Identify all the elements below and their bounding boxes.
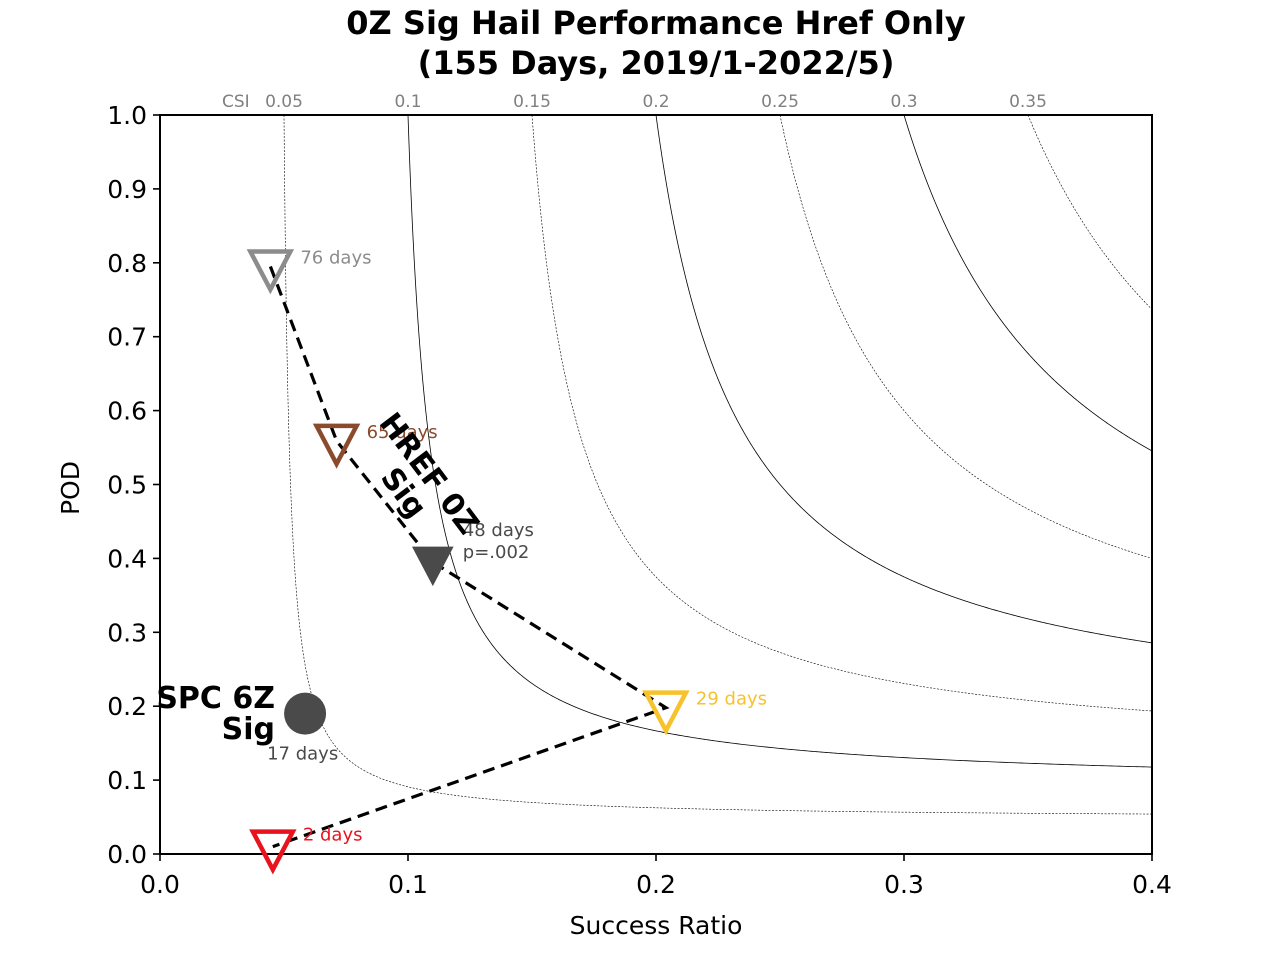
y-tick-label: 0.1: [107, 766, 147, 795]
csi-contour-0.2: [655, 115, 1152, 644]
csi-contour-0.25: [779, 115, 1152, 559]
chart-title-line-1: 0Z Sig Hail Performance Href Only: [346, 4, 966, 42]
csi-contour-0.3: [903, 115, 1152, 452]
y-tick-label: 1.0: [107, 101, 147, 130]
y-axis-label: POD: [56, 461, 85, 515]
csi-contour-0.15: [531, 115, 1152, 712]
point-label-5: 17 days: [267, 744, 338, 765]
csi-label-0.05: 0.05: [265, 92, 303, 112]
x-tick-label: 0.3: [884, 870, 924, 899]
csi-contour-0.35: [1027, 115, 1152, 310]
point-label-1: 65 days: [367, 422, 438, 443]
csi-label-0.3: 0.3: [890, 92, 917, 112]
csi-label-0.1: 0.1: [394, 92, 421, 112]
annotation-spc-line-2: Sig: [222, 712, 275, 747]
y-tick-label: 0.2: [107, 692, 147, 721]
csi-prefix-label: CSI: [222, 92, 250, 112]
chart-title-line-2: (155 Days, 2019/1-2022/5): [418, 44, 895, 82]
csi-contour-0.1: [407, 115, 1152, 768]
y-tick-label: 0.6: [107, 397, 147, 426]
x-tick-label: 0.4: [1132, 870, 1172, 899]
marker-triangle-2: [411, 546, 454, 587]
marker-triangle-1: [312, 423, 361, 469]
point-label-0: 76 days: [300, 247, 371, 268]
point-label-2: 48 days: [463, 520, 534, 541]
point-sublabel-2: p=.002: [463, 542, 530, 563]
y-tick-label: 0.8: [107, 249, 147, 278]
csi-label-0.15: 0.15: [513, 92, 551, 112]
marker-triangle-4: [249, 829, 297, 875]
y-tick-label: 0.5: [107, 471, 147, 500]
x-tick-label: 0.1: [388, 870, 428, 899]
annotation-spc-line-1: SPC 6Z: [156, 681, 275, 716]
y-tick-label: 0.9: [107, 175, 147, 204]
series-line-href: [268, 265, 670, 849]
point-label-4: 2 days: [303, 825, 363, 846]
marker-triangle-3: [642, 690, 690, 736]
csi-label-0.2: 0.2: [642, 92, 669, 112]
csi-label-0.25: 0.25: [761, 92, 799, 112]
x-tick-label: 0.0: [140, 870, 180, 899]
y-tick-label: 0.7: [107, 323, 147, 352]
x-tick-label: 0.2: [636, 870, 676, 899]
y-tick-label: 0.4: [107, 544, 147, 573]
csi-contour-0.05: [283, 115, 1152, 815]
x-axis-label: Success Ratio: [570, 911, 743, 940]
csi-label-0.35: 0.35: [1009, 92, 1047, 112]
y-tick-label: 0.0: [107, 840, 147, 869]
y-tick-label: 0.3: [107, 618, 147, 647]
marker-circle-5: [284, 692, 327, 735]
point-label-3: 29 days: [696, 689, 767, 710]
marker-triangle-0: [246, 249, 295, 295]
